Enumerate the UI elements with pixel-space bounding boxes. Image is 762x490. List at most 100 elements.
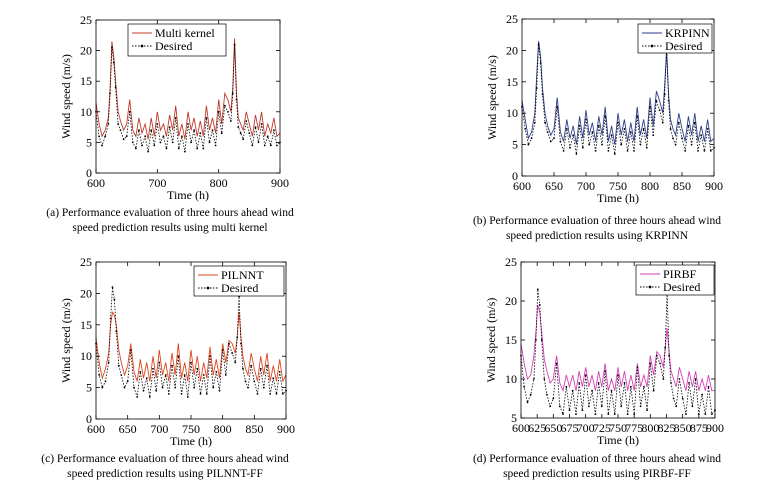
desired-point <box>269 393 272 395</box>
desired-point <box>109 92 111 95</box>
desired-point <box>639 143 642 146</box>
desired-point <box>235 98 238 101</box>
desired-point <box>272 377 275 380</box>
x-tick-label: 775 <box>625 421 643 435</box>
desired-point <box>562 150 565 152</box>
chart-a: 600 700 800 900 0 5 10 15 20 25 Time (h) Wind speed… <box>59 13 289 202</box>
series-line-model <box>95 310 287 383</box>
x-tick-label: 700 <box>577 421 595 435</box>
desired-point <box>273 129 275 132</box>
desired-point <box>129 349 132 351</box>
caption-c: (c) Performance evaluation of three hour… <box>0 452 330 482</box>
desired-point <box>205 393 208 395</box>
desired-point <box>152 367 154 370</box>
desired-point <box>607 413 610 415</box>
desired-point <box>266 135 269 138</box>
y-axis-label: Wind speed (m/s) <box>59 54 73 139</box>
desired-point <box>710 413 713 415</box>
desired-point <box>259 367 262 370</box>
legend-label-model: Multi kernel <box>155 26 215 40</box>
panel-a: 600 700 800 900 0 5 10 15 20 25 Time (h) Wind speed… <box>0 0 381 245</box>
desired-point <box>694 378 697 380</box>
desired-point <box>535 87 538 89</box>
desired-point <box>600 405 603 408</box>
desired-point <box>162 135 165 138</box>
x-tick-label: 600 <box>87 176 105 190</box>
desired-point <box>536 288 539 291</box>
desired-point <box>125 135 128 138</box>
desired-point <box>553 137 555 140</box>
desired-point <box>141 144 143 147</box>
x-axis-label: Time (h) <box>167 188 209 202</box>
chart-c: 600 650 700 750 800 850 900 0 5 10 15 20 25 Time (h) W… <box>59 255 295 448</box>
y-tick-label: 10 <box>506 106 518 120</box>
x-axis-label: Time (h) <box>597 191 639 205</box>
x-tick-label: 700 <box>577 179 595 193</box>
desired-point <box>559 140 562 143</box>
y-tick-label: 5 <box>512 138 518 152</box>
desired-point <box>117 123 119 125</box>
desired-point <box>236 336 239 339</box>
desired-point <box>674 143 677 146</box>
caption-a-line1: (a) Performance evaluation of three hour… <box>46 207 294 219</box>
desired-point <box>228 342 230 345</box>
desired-point <box>260 123 263 125</box>
desired-point <box>540 339 543 341</box>
desired-point <box>588 405 590 408</box>
desired-point <box>133 386 135 389</box>
desired-point <box>104 380 107 383</box>
desired-point <box>601 143 603 146</box>
y-tick-label: 15 <box>80 74 92 88</box>
desired-point <box>703 150 706 152</box>
desired-point <box>690 143 693 146</box>
y-tick-label: 25 <box>80 255 92 269</box>
desired-point <box>535 339 537 341</box>
x-tick-label: 875 <box>690 421 708 435</box>
desired-point <box>661 121 664 124</box>
desired-point <box>104 135 107 138</box>
desired-point <box>556 106 559 108</box>
desired-point <box>639 405 642 408</box>
desired-point <box>251 144 254 147</box>
desired-point <box>156 123 159 125</box>
desired-point <box>138 129 140 132</box>
desired-point <box>242 138 245 141</box>
desired-point <box>168 126 171 128</box>
desired-point <box>199 393 202 395</box>
desired-point <box>636 366 639 369</box>
desired-point <box>678 378 681 380</box>
caption-b: (b) Performance evaluation of three hour… <box>437 214 757 244</box>
desired-point <box>539 62 542 64</box>
desired-point <box>177 147 180 150</box>
y-axis-label: Wind speed (m/s) <box>485 55 499 140</box>
desired-point <box>263 144 266 147</box>
desired-point <box>578 382 581 384</box>
desired-point <box>585 118 587 121</box>
desired-point <box>196 147 199 150</box>
desired-point <box>543 378 546 380</box>
desired-point <box>115 330 118 332</box>
legend-label-desired: Desired <box>663 280 700 294</box>
desired-point <box>642 127 645 130</box>
desired-point <box>242 367 244 370</box>
desired-point <box>171 364 173 367</box>
desired-point <box>276 144 278 147</box>
desired-point <box>546 131 549 133</box>
desired-point <box>114 86 117 89</box>
desired-point <box>165 147 168 150</box>
y-tick-label: 0 <box>86 412 92 426</box>
desired-point <box>111 46 113 49</box>
desired-point <box>174 117 177 119</box>
x-tick-label: 850 <box>674 421 692 435</box>
desired-point <box>672 397 675 400</box>
desired-point <box>190 361 192 364</box>
desired-point <box>248 132 251 135</box>
desired-point <box>120 374 123 376</box>
desired-point <box>555 362 558 365</box>
desired-point <box>126 380 129 383</box>
desired-point <box>147 150 150 153</box>
x-tick-label: 700 <box>148 176 166 190</box>
desired-point <box>537 43 540 45</box>
x-tick-label: 675 <box>561 421 579 435</box>
desired-point <box>649 362 652 365</box>
